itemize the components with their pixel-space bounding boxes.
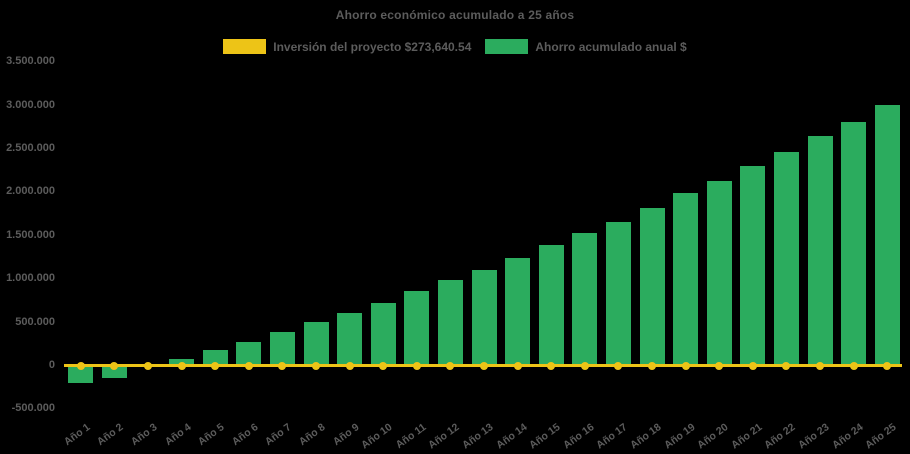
legend-swatch-inversion	[223, 39, 267, 54]
bar-ano-24	[841, 121, 867, 365]
bar-ano-5	[202, 349, 228, 365]
legend-label-ahorro: Ahorro acumulado anual $	[535, 39, 687, 54]
bar-ano-18	[639, 207, 665, 365]
investment-line-marker	[547, 361, 556, 370]
bar-ano-2	[101, 365, 127, 379]
y-axis-label: 1.000.000	[6, 272, 55, 285]
investment-line-marker	[715, 361, 724, 370]
bar-ano-20	[706, 180, 732, 365]
investment-line-marker	[849, 361, 858, 370]
investment-line-marker	[345, 361, 354, 370]
investment-line-marker	[480, 361, 488, 370]
legend-swatch-ahorro	[485, 39, 529, 54]
investment-line-marker	[76, 361, 85, 370]
bar-ano-11	[404, 291, 430, 365]
bar-ano-9	[337, 312, 363, 365]
y-axis-label: 2.500.000	[6, 142, 55, 154]
investment-line-marker	[648, 361, 656, 370]
bar-ano-6	[236, 341, 262, 365]
investment-line-marker	[446, 361, 455, 370]
bar-ano-13	[471, 269, 497, 365]
investment-line-marker	[177, 361, 186, 370]
investment-line-marker	[379, 361, 388, 370]
bar-ano-17	[605, 221, 631, 365]
bar-ano-8	[303, 321, 329, 365]
bar-ano-12	[437, 279, 463, 365]
legend-item-ahorro: Ahorro acumulado anual $	[485, 39, 687, 54]
investment-line-marker	[278, 361, 287, 370]
y-axis-label: 500.000	[15, 315, 55, 328]
investment-line-marker	[110, 361, 119, 370]
bar-ano-23	[807, 135, 833, 365]
y-axis-label: 0	[48, 359, 55, 371]
bar-ano-7	[269, 331, 295, 365]
bar-ano-21	[740, 166, 766, 365]
investment-line-marker	[580, 361, 589, 370]
y-axis-label: 2.000.000	[6, 185, 55, 198]
investment-line-marker	[681, 361, 690, 370]
investment-line-marker	[782, 361, 791, 370]
bar-ano-16	[572, 233, 598, 365]
y-axis-label: 3.500.000	[6, 55, 55, 68]
investment-line-marker	[144, 361, 152, 370]
chart-legend: Inversión del proyecto $273,640.54 Ahorr…	[0, 39, 910, 54]
chart-title: Ahorro económico acumulado a 25 años	[335, 8, 575, 22]
investment-line-marker	[614, 361, 623, 370]
investment-line-marker	[748, 361, 757, 370]
bar-ano-25	[874, 104, 900, 365]
bar-ano-1	[68, 365, 94, 384]
bar-ano-10	[370, 302, 396, 365]
y-axis-label: -500.000	[11, 402, 55, 415]
investment-line-marker	[883, 361, 892, 370]
investment-line-marker	[412, 361, 421, 370]
investment-line-marker	[513, 361, 522, 370]
investment-line-marker	[816, 361, 824, 370]
bar-ano-22	[773, 152, 799, 365]
investment-line-marker	[312, 361, 320, 370]
legend-item-inversion: Inversión del proyecto $273,640.54	[223, 39, 471, 54]
y-axis-label: 3.000.000	[6, 98, 55, 111]
y-axis-label: 1.500.000	[6, 228, 55, 241]
investment-line-marker	[244, 361, 253, 370]
bar-ano-15	[538, 245, 564, 365]
bar-ano-14	[505, 258, 531, 365]
legend-label-inversion: Inversión del proyecto $273,640.54	[273, 39, 472, 54]
investment-line-marker	[211, 361, 220, 370]
bar-ano-19	[673, 193, 699, 365]
